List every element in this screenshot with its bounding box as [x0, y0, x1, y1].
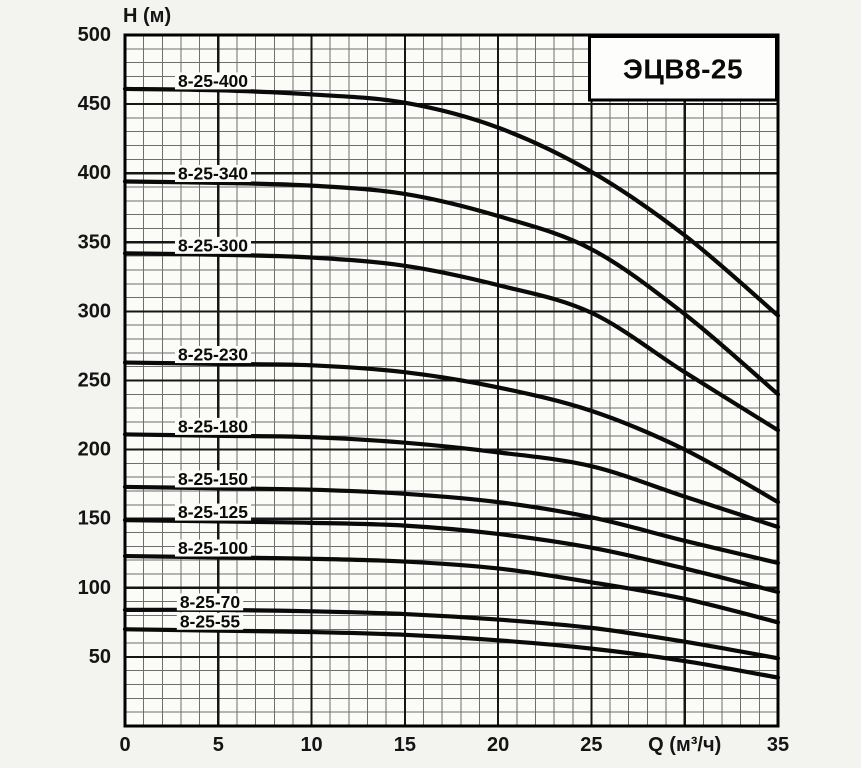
- curve-label-8-25-100: 8-25-100: [178, 538, 248, 558]
- y-tick-label-50: 50: [89, 646, 111, 668]
- curve-8-25-150: [122, 484, 781, 566]
- title-box-text: ЭЦВ8-25: [623, 54, 743, 85]
- title-box: ЭЦВ8-25: [588, 35, 778, 102]
- pump-curves: [122, 86, 781, 680]
- curve-8-25-125: [122, 517, 781, 595]
- curve-8-25-230: [122, 360, 781, 505]
- x-tick-label-0: 0: [119, 734, 130, 756]
- curve-label-mask: [174, 236, 252, 254]
- y-axis-tick-labels: 500 450 400 350 300 250 200 150 100 50: [78, 24, 111, 668]
- curve-8-25-180: [122, 432, 781, 530]
- curve-label-mask: [174, 470, 252, 488]
- y-tick-label-200: 200: [78, 439, 111, 461]
- x-tick-label-35: 35: [767, 734, 789, 756]
- curve-8-25-400: [122, 86, 781, 318]
- y-tick-label-100: 100: [78, 577, 111, 599]
- x-tick-label-10: 10: [300, 734, 322, 756]
- x-tick-label-25: 25: [580, 734, 602, 756]
- curve-label-mask: [176, 612, 244, 630]
- curve-label-8-25-55: 8-25-55: [180, 611, 241, 631]
- y-axis-title: H (м): [123, 5, 171, 27]
- y-tick-label-350: 350: [78, 231, 111, 253]
- curve-label-8-25-340: 8-25-340: [178, 163, 248, 183]
- curve-label-8-25-150: 8-25-150: [178, 469, 248, 489]
- title-box-frame: [588, 35, 778, 102]
- curve-label-mask: [174, 503, 252, 521]
- curve-label-mask: [174, 164, 252, 182]
- curve-label-8-25-180: 8-25-180: [178, 416, 248, 436]
- curve-label-8-25-70: 8-25-70: [180, 592, 241, 612]
- x-tick-label-15: 15: [394, 734, 416, 756]
- x-axis-title: Q (м³/ч): [648, 734, 721, 756]
- plot-border: [123, 33, 780, 728]
- curve-label-mask: [174, 72, 252, 90]
- curve-labels: 8-25-400 8-25-340 8-25-300 8-25-230 8-25-180…: [174, 71, 252, 631]
- curve-label-mask: [174, 539, 252, 557]
- curve-label-mask: [176, 593, 244, 611]
- curve-label-8-25-400: 8-25-400: [178, 71, 248, 91]
- x-tick-label-5: 5: [213, 734, 224, 756]
- curve-8-25-340: [122, 179, 781, 397]
- x-tick-label-20: 20: [487, 734, 509, 756]
- y-tick-label-300: 300: [78, 300, 111, 322]
- x-axis-tick-labels: 0 5 10 15 20 25 Q (м³/ч) 35: [119, 734, 789, 756]
- curve-label-mask: [174, 346, 252, 364]
- y-tick-label-450: 450: [78, 93, 111, 115]
- y-tick-label-500: 500: [78, 24, 111, 46]
- curve-label-8-25-300: 8-25-300: [178, 235, 248, 255]
- y-tick-label-150: 150: [78, 508, 111, 530]
- curve-8-25-100: [122, 553, 781, 625]
- y-tick-label-400: 400: [78, 162, 111, 184]
- curve-8-25-300: [122, 251, 781, 433]
- y-tick-label-250: 250: [78, 370, 111, 392]
- curve-8-25-55: [122, 627, 781, 680]
- curve-label-8-25-125: 8-25-125: [178, 502, 248, 522]
- curve-label-mask: [174, 417, 252, 435]
- curve-label-8-25-230: 8-25-230: [178, 345, 248, 365]
